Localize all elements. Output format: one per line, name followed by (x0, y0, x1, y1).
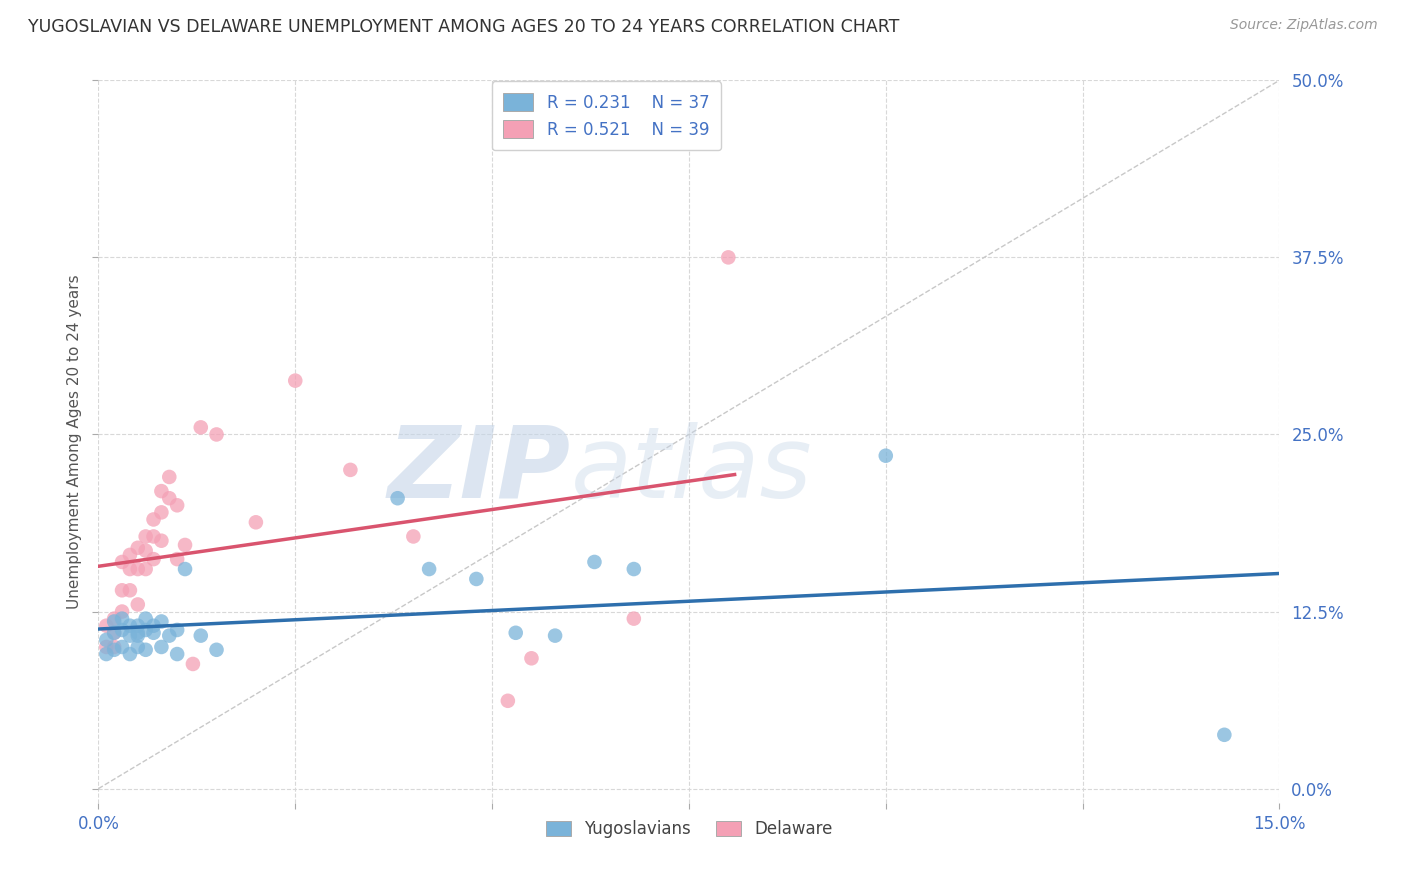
Point (118, 583, 141, 598)
Point (142, 552, 165, 566)
Point (190, 629, 212, 643)
Point (118, 647, 141, 661)
Point (127, 541, 149, 555)
Point (103, 625, 125, 640)
Point (135, 612, 157, 626)
Point (520, 651, 543, 665)
Point (205, 642, 228, 657)
Point (157, 629, 180, 643)
Point (111, 583, 134, 598)
Legend: Yugoslavians, Delaware: Yugoslavians, Delaware (538, 814, 839, 845)
Point (127, 629, 149, 643)
Point (118, 618, 141, 632)
Point (111, 555, 134, 569)
Point (103, 640, 125, 654)
Point (875, 449, 897, 463)
Point (166, 552, 188, 566)
Point (181, 657, 204, 671)
Point (166, 647, 188, 661)
Point (103, 625, 125, 640)
Point (190, 420, 212, 434)
Point (103, 615, 125, 629)
Point (150, 640, 173, 654)
Point (127, 598, 149, 612)
Point (150, 484, 173, 499)
Point (583, 555, 606, 569)
Point (118, 629, 141, 643)
Point (339, 463, 361, 477)
Point (127, 625, 149, 640)
Point (96, 632, 118, 647)
Point (111, 612, 134, 626)
Point (150, 533, 173, 548)
Point (166, 498, 188, 512)
Point (544, 629, 567, 643)
Point (111, 605, 134, 619)
Point (135, 543, 157, 558)
Point (465, 572, 488, 586)
Point (127, 640, 149, 654)
Point (118, 548, 141, 562)
Point (103, 612, 125, 626)
Point (96, 640, 118, 654)
Point (118, 562, 141, 576)
Point (135, 529, 157, 543)
Point (1213, 728, 1236, 742)
Point (205, 427, 228, 442)
Point (96, 647, 118, 661)
Point (135, 623, 157, 637)
Point (174, 538, 197, 552)
Point (142, 625, 165, 640)
Text: YUGOSLAVIAN VS DELAWARE UNEMPLOYMENT AMONG AGES 20 TO 24 YEARS CORRELATION CHART: YUGOSLAVIAN VS DELAWARE UNEMPLOYMENT AMO… (28, 18, 900, 36)
Point (284, 374, 307, 388)
Point (496, 694, 519, 708)
Point (623, 562, 645, 576)
Point (157, 470, 180, 484)
Point (150, 505, 173, 519)
Point (157, 491, 180, 506)
Point (166, 623, 188, 637)
Point (96, 618, 118, 632)
Y-axis label: Unemployment Among Ages 20 to 24 years: Unemployment Among Ages 20 to 24 years (66, 274, 82, 609)
Point (142, 529, 165, 543)
Point (142, 618, 165, 632)
Text: Source: ZipAtlas.com: Source: ZipAtlas.com (1230, 18, 1378, 32)
Point (418, 562, 440, 576)
Point (402, 529, 425, 543)
Point (150, 615, 173, 629)
Point (623, 612, 645, 626)
Point (127, 618, 149, 632)
Point (135, 562, 157, 576)
Point (111, 623, 134, 637)
Point (717, 251, 740, 265)
Point (135, 642, 157, 657)
Point (505, 625, 527, 640)
Text: ZIP: ZIP (388, 422, 571, 519)
Point (142, 512, 165, 526)
Point (127, 562, 149, 576)
Point (174, 562, 197, 576)
Point (111, 640, 134, 654)
Point (103, 642, 125, 657)
Text: atlas: atlas (571, 422, 813, 519)
Point (245, 516, 267, 530)
Point (387, 491, 409, 506)
